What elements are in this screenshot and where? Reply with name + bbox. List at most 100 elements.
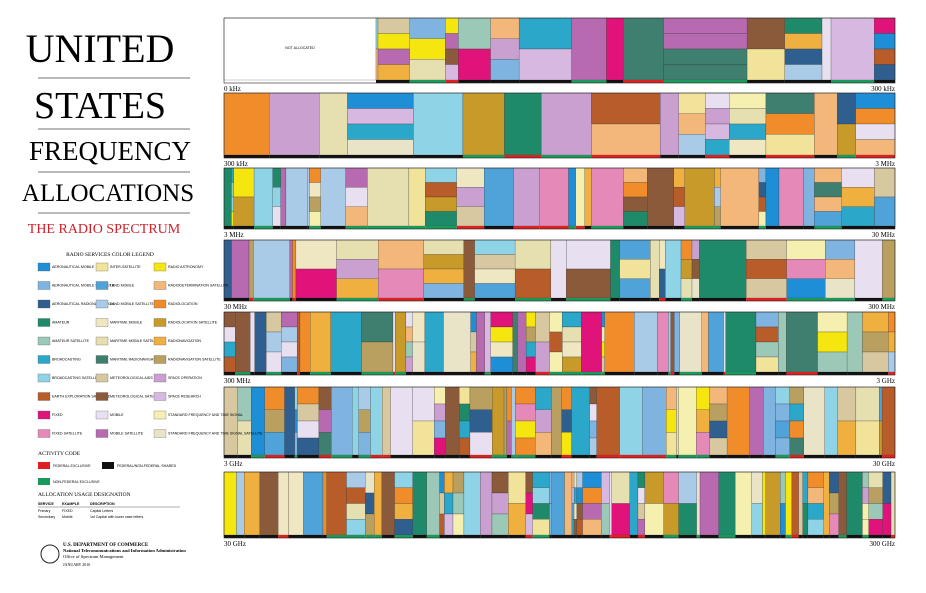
legend-swatch — [37, 299, 51, 309]
activity-strip — [729, 155, 766, 158]
activity-strip — [678, 455, 697, 458]
block — [841, 206, 875, 227]
block — [696, 432, 710, 456]
activity-strip — [589, 455, 597, 458]
block — [296, 311, 301, 373]
block — [382, 386, 391, 456]
activity-strip — [678, 535, 697, 538]
block — [668, 311, 671, 373]
band-end: 3 GHz — [877, 377, 895, 385]
activity-strip — [604, 372, 635, 375]
block — [336, 259, 379, 279]
block — [506, 386, 512, 422]
block — [490, 326, 513, 343]
block — [746, 48, 785, 81]
block — [223, 311, 236, 328]
band-end: 300 MHz — [868, 303, 895, 311]
activity-strip — [571, 455, 590, 458]
block — [517, 311, 527, 373]
block — [708, 311, 724, 373]
block — [281, 326, 298, 343]
legend-label: AERONAUTICAL MOBILE — [52, 265, 95, 269]
title-line: FREQUENCY — [29, 136, 191, 166]
activity-strip — [439, 535, 445, 538]
block — [650, 239, 660, 299]
activity-strip — [269, 155, 320, 158]
block — [663, 48, 748, 65]
activity-strip — [644, 535, 664, 538]
block — [814, 92, 838, 156]
activity-strip — [361, 372, 393, 375]
block — [452, 513, 465, 536]
activity-strip — [846, 535, 863, 538]
block — [458, 17, 491, 50]
legend-swatch — [37, 318, 51, 327]
activity-strip — [492, 455, 505, 458]
block — [395, 311, 407, 373]
activity-strip — [700, 535, 719, 538]
activity-strip — [692, 298, 700, 301]
block — [666, 386, 677, 410]
block — [231, 182, 234, 198]
block — [281, 356, 298, 373]
block — [412, 341, 426, 373]
block — [610, 239, 620, 299]
activity-strip — [248, 298, 254, 301]
block — [281, 311, 298, 328]
legend-label: AMATEUR SATELLITE — [52, 339, 90, 343]
legend-swatch — [153, 373, 167, 383]
block — [532, 487, 550, 504]
usage-header: DESCRIPTION — [90, 502, 115, 506]
block — [817, 311, 848, 333]
activity-strip — [879, 455, 883, 458]
block — [549, 331, 563, 353]
block — [361, 341, 394, 373]
block — [347, 139, 414, 156]
activity-strip — [233, 226, 255, 229]
block — [408, 167, 426, 227]
legend-label: METEOROLOGICAL AIDS — [110, 376, 153, 380]
block — [330, 311, 362, 373]
activity-strip — [882, 455, 895, 458]
block — [425, 196, 457, 212]
activity-strip — [888, 372, 895, 375]
block — [784, 17, 823, 34]
activity-strip — [254, 372, 267, 375]
block — [445, 33, 459, 50]
activity-strip — [747, 80, 785, 83]
block — [515, 420, 536, 439]
activity-strip — [779, 226, 804, 229]
block — [223, 386, 238, 456]
legend-label: BROADCASTING SATELLITE — [52, 376, 101, 380]
activity-strip — [665, 298, 682, 301]
activity-strip — [647, 226, 674, 229]
block — [701, 311, 709, 373]
block — [322, 471, 327, 536]
block — [829, 513, 839, 536]
block — [413, 92, 464, 156]
block — [539, 167, 569, 227]
block — [786, 259, 826, 279]
activity-strip — [458, 80, 491, 83]
block — [576, 471, 583, 488]
activity-strip — [650, 298, 660, 301]
block — [347, 123, 414, 140]
block — [623, 196, 648, 212]
activity-swatch — [38, 462, 50, 469]
block — [765, 92, 815, 114]
block — [394, 487, 413, 504]
block — [673, 206, 685, 227]
legend-label: AERONAUTICAL RADIONAVIGATION — [52, 302, 114, 306]
activity-strip — [611, 535, 630, 538]
block — [762, 471, 766, 536]
activity-strip — [292, 298, 296, 301]
activity-strip — [709, 455, 728, 458]
title-line: ALLOCATIONS — [22, 180, 194, 207]
activity-strip — [224, 372, 236, 375]
activity-strip — [847, 372, 863, 375]
block — [272, 167, 281, 188]
activity-strip — [666, 455, 677, 458]
block — [423, 283, 465, 299]
block — [784, 48, 823, 65]
